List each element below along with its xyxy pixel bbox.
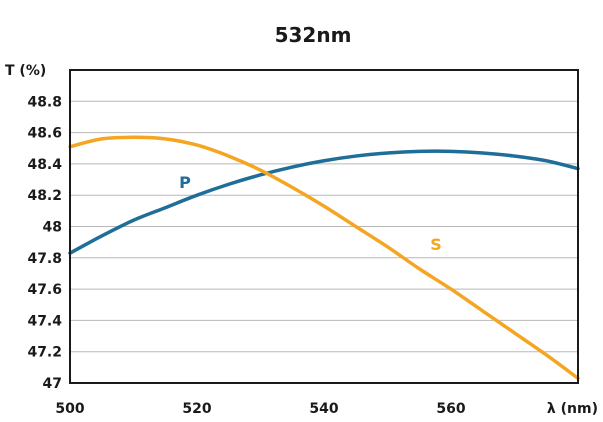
y-tick-label: 48.8 [27,94,62,110]
x-tick-label: 520 [182,401,211,417]
y-tick-label: 48 [43,220,62,236]
y-tick-label: 47.8 [27,251,62,267]
x-axis-title: λ (nm) [547,401,598,417]
chart-title: 532nm [275,23,352,47]
y-tick-label: 48.6 [27,126,62,142]
y-tick-label: 47.4 [27,313,62,329]
y-tick-label: 47.6 [27,282,62,298]
y-tick-label: 48.4 [27,157,62,173]
series-label-p: P [179,173,191,192]
y-tick-label: 47 [43,376,62,392]
series-labels: PS [179,173,442,254]
series-line-s [68,135,580,381]
x-tick-label: 560 [436,401,465,417]
y-tick-label: 48.2 [27,188,62,204]
grid-lines [70,100,578,353]
x-tick-label: 540 [309,401,338,417]
series-lines [68,135,580,381]
y-axis-title: T (%) [5,63,46,79]
plot-frame [69,69,579,384]
x-tick-label: 500 [55,401,84,417]
tick-labels: 47 47.2 47.4 47.6 47.8 48 48.2 48.4 48.6 48.8 500 5… [27,94,465,417]
y-tick-label: 47.2 [27,345,62,361]
series-label-s: S [430,235,442,254]
series-line-p [68,149,580,255]
